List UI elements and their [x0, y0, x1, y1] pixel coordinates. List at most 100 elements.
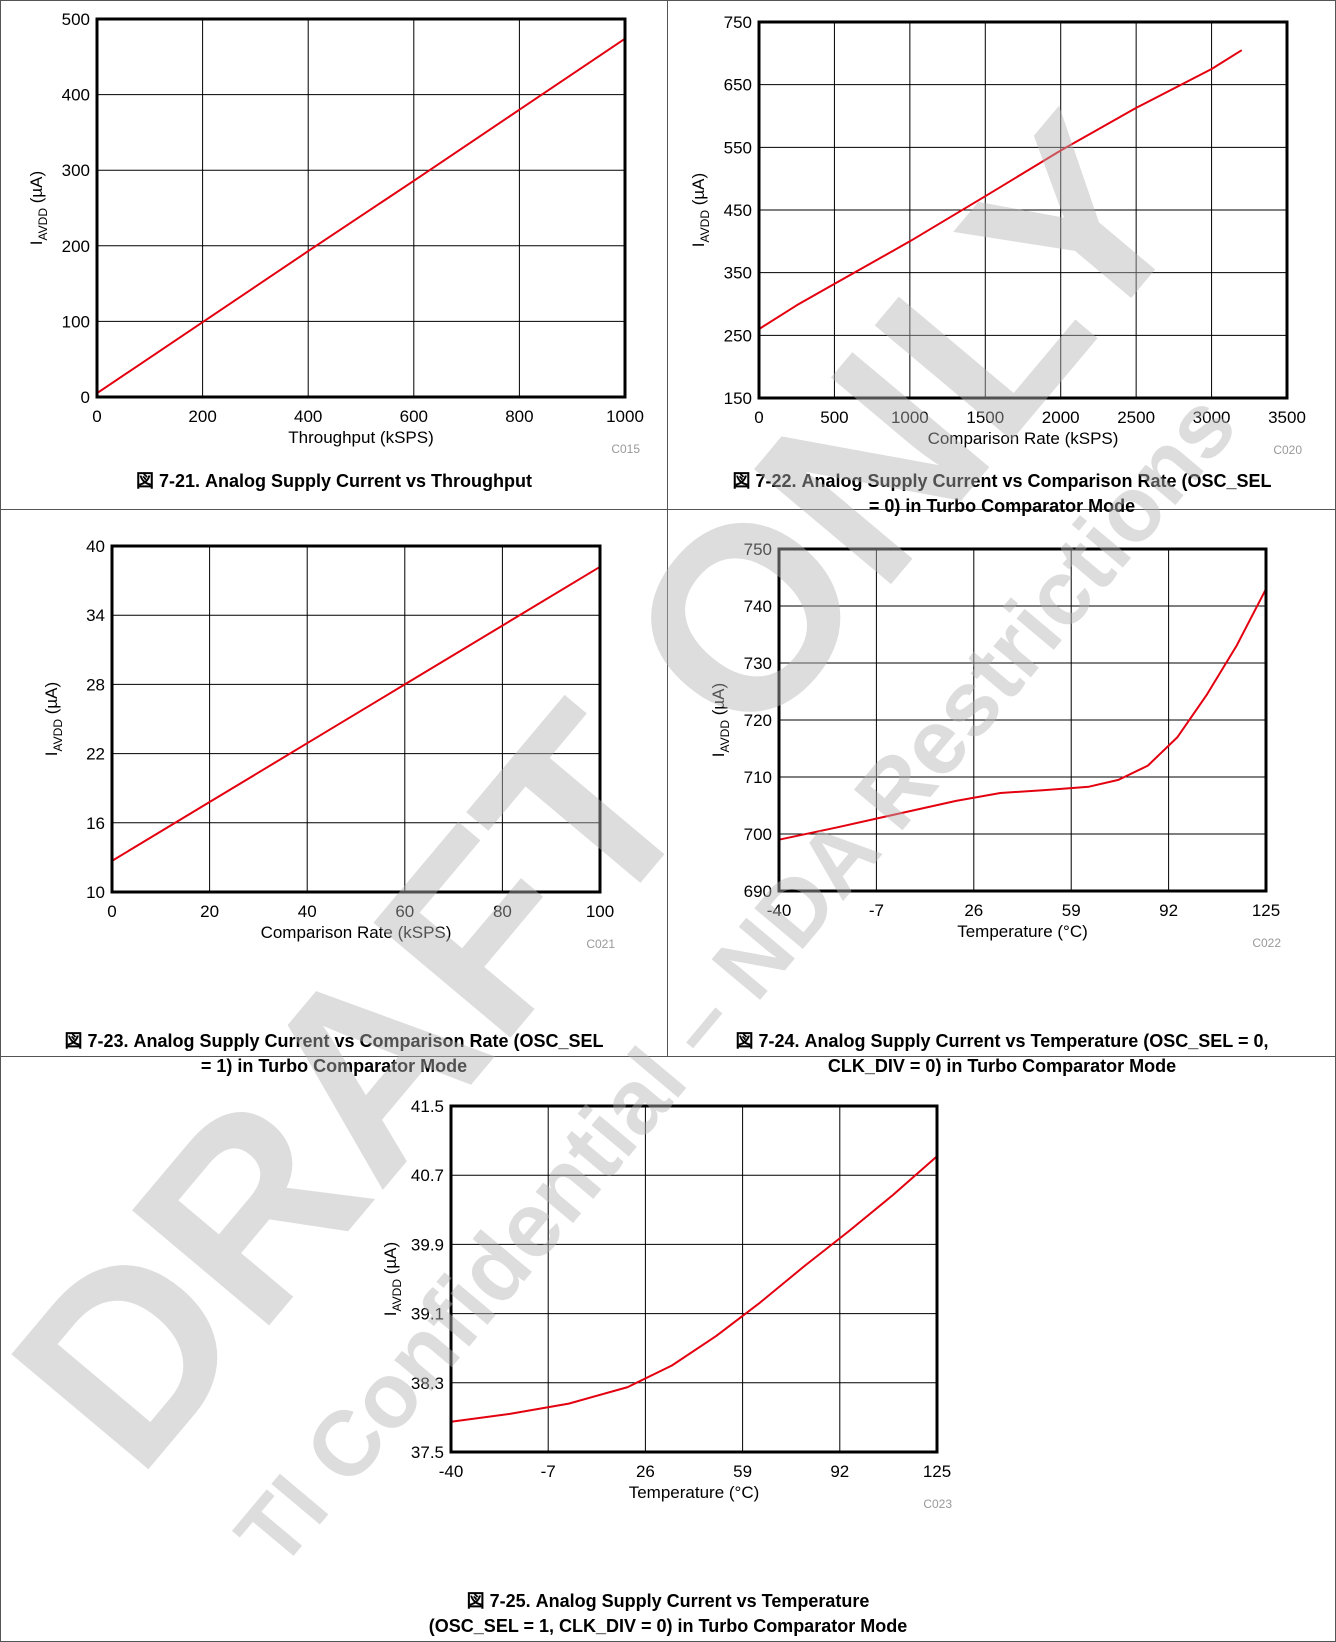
x-tick-label: 0 [92, 407, 101, 426]
y-axis-label: IAVDD (µA) [709, 683, 732, 757]
y-tick-label: 650 [724, 76, 752, 95]
series-line [111, 565, 601, 862]
y-tick-label: 39.1 [411, 1305, 444, 1324]
figure-7-21: 0 200 400 600 800 1000 0 100 200 300 400 500 Through… [0, 0, 668, 510]
y-axis-label: IAVDD (µA) [42, 682, 65, 756]
y-tick-label: 700 [744, 825, 772, 844]
x-tick-label: 3000 [1193, 408, 1231, 427]
x-tick-label: 59 [1062, 901, 1081, 920]
y-tick-label: 350 [724, 264, 752, 283]
x-tick-label: 3500 [1268, 408, 1306, 427]
x-axis-label: Comparison Rate (kSPS) [261, 923, 452, 942]
x-tick-label: -7 [541, 1462, 556, 1481]
caption-7-25: 図 7-25. Analog Supply Current vs Tempera… [428, 1591, 908, 1636]
y-tick-label: 720 [744, 711, 772, 730]
y-axis-label: IAVDD (µA) [689, 173, 712, 247]
x-tick-label: 2500 [1117, 408, 1155, 427]
plot-area [449, 1104, 939, 1454]
y-tick-label: 740 [744, 597, 772, 616]
x-tick-label: 1500 [966, 408, 1004, 427]
series-line [778, 588, 1267, 841]
figure-code: C022 [1252, 936, 1281, 950]
plot-area [95, 17, 627, 399]
caption-7-24: 図 7-24. Analog Supply Current vs Tempera… [735, 1031, 1269, 1076]
y-axis-label: IAVDD (µA) [27, 171, 50, 245]
y-tick-label: 400 [62, 86, 90, 105]
y-tick-label: 710 [744, 768, 772, 787]
x-tick-label: -7 [869, 901, 884, 920]
x-tick-label: 26 [964, 901, 983, 920]
x-tick-label: 0 [107, 902, 116, 921]
y-tick-label: 690 [744, 882, 772, 901]
x-tick-label: 40 [298, 902, 317, 921]
x-tick-label: 20 [200, 902, 219, 921]
y-tick-label: 39.9 [411, 1235, 444, 1254]
y-tick-label: 200 [62, 237, 90, 256]
x-tick-label: -40 [767, 901, 792, 920]
caption-7-21: 図 7-21. Analog Supply Current vs Through… [135, 471, 533, 491]
x-axis-label: Throughput (kSPS) [288, 428, 434, 447]
x-tick-label: 0 [754, 408, 763, 427]
y-tick-label: 40 [86, 537, 105, 556]
caption-7-23: 図 7-23. Analog Supply Current vs Compari… [64, 1031, 604, 1076]
chart-svg: 0 500 1000 1500 2000 2500 3000 3500 150 250 350 450… [689, 13, 1306, 457]
x-tick-label: 26 [636, 1462, 655, 1481]
y-tick-label: 38.3 [411, 1374, 444, 1393]
series-line [450, 1155, 938, 1423]
y-tick-label: 300 [62, 161, 90, 180]
x-tick-label: 100 [586, 902, 614, 921]
plot-area [110, 544, 602, 894]
y-axis-label: IAVDD (µA) [381, 1242, 404, 1316]
x-tick-label: 92 [1159, 901, 1178, 920]
x-tick-label: 60 [395, 902, 414, 921]
x-tick-label: -40 [439, 1462, 464, 1481]
y-tick-label: 0 [81, 388, 90, 407]
x-axis-label: Comparison Rate (kSPS) [928, 429, 1119, 448]
x-tick-label: 600 [400, 407, 428, 426]
x-tick-label: 400 [294, 407, 322, 426]
y-tick-label: 22 [86, 745, 105, 764]
chart-svg: 0 200 400 600 800 1000 0 100 200 300 400 500 Through… [27, 10, 644, 456]
y-tick-label: 550 [724, 138, 752, 157]
divider-row-2 [0, 1056, 1336, 1057]
figure-code: C020 [1273, 443, 1302, 457]
y-tick-label: 250 [724, 326, 752, 345]
x-tick-label: 2000 [1042, 408, 1080, 427]
y-tick-label: 730 [744, 654, 772, 673]
y-tick-label: 500 [62, 10, 90, 29]
x-tick-label: 125 [1252, 901, 1280, 920]
series-line [96, 37, 626, 395]
y-tick-label: 150 [724, 389, 752, 408]
x-axis-label: Temperature (°C) [957, 922, 1088, 941]
x-tick-label: 500 [820, 408, 848, 427]
figure-code: C021 [586, 937, 615, 951]
plot-area [777, 547, 1268, 893]
y-tick-label: 28 [86, 675, 105, 694]
y-tick-label: 37.5 [411, 1443, 444, 1462]
figure-code: C023 [923, 1497, 952, 1511]
x-tick-label: 92 [830, 1462, 849, 1481]
y-tick-label: 750 [744, 540, 772, 559]
series-line [758, 49, 1243, 330]
y-tick-label: 34 [86, 606, 105, 625]
y-tick-label: 750 [724, 13, 752, 32]
y-tick-label: 41.5 [411, 1097, 444, 1116]
figure-code: C015 [611, 442, 640, 456]
divider-column [667, 0, 668, 1056]
plot-area [757, 20, 1289, 400]
y-tick-label: 100 [62, 312, 90, 331]
x-tick-label: 800 [505, 407, 533, 426]
divider-row-1 [0, 509, 1336, 510]
y-tick-label: 40.7 [411, 1166, 444, 1185]
y-tick-label: 450 [724, 201, 752, 220]
x-tick-label: 59 [733, 1462, 752, 1481]
y-tick-label: 10 [86, 883, 105, 902]
x-tick-label: 125 [923, 1462, 951, 1481]
y-tick-label: 16 [86, 814, 105, 833]
x-tick-label: 1000 [891, 408, 929, 427]
